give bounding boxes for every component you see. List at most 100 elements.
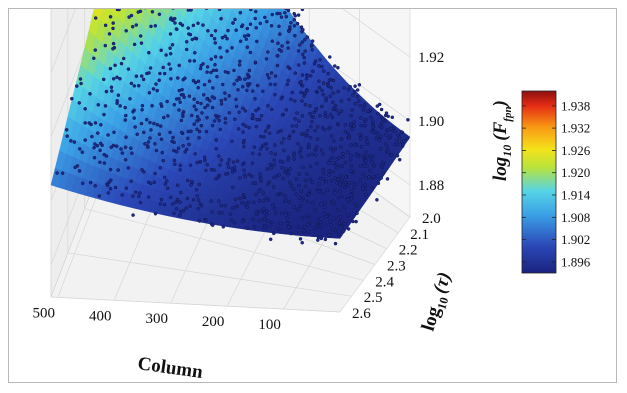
scatter-point [152, 180, 157, 184]
scatter-point [275, 192, 280, 197]
scatter-point [300, 114, 305, 118]
scatter-point [177, 63, 181, 68]
scatter-point [315, 137, 320, 141]
scatter-point [92, 155, 97, 160]
scatter-point [205, 162, 209, 167]
scatter-point [240, 200, 244, 205]
scatter-point [308, 135, 313, 140]
z-axis-label-sub: 10 [500, 145, 514, 157]
scatter-point [336, 216, 341, 221]
scatter-point [132, 84, 137, 88]
scatter-point [243, 202, 248, 206]
scatter-point [184, 147, 189, 152]
scatter-point [389, 126, 393, 131]
scatter-point [199, 101, 203, 106]
scatter-point [270, 12, 275, 17]
scatter-point [266, 125, 270, 130]
scatter-point [97, 194, 102, 198]
scatter-point [89, 122, 93, 127]
scatter-point [155, 123, 160, 127]
scatter-point [252, 225, 257, 229]
scatter-point [152, 121, 156, 126]
scatter-point [154, 148, 159, 153]
scatter-point [379, 107, 384, 112]
scatter-point [300, 99, 304, 103]
scatter-point [283, 11, 287, 15]
scatter-point [298, 237, 303, 241]
scatter-point [217, 9, 222, 12]
scatter-point [218, 127, 223, 132]
scatter-point [196, 79, 201, 84]
scatter-point [305, 128, 310, 133]
scatter-point [317, 79, 321, 83]
scatter-point [162, 115, 166, 120]
scatter-point [241, 130, 245, 134]
scatter-point [326, 84, 331, 89]
scatter-point [340, 184, 345, 189]
colorbar-tick-label: 1.932 [561, 121, 590, 136]
scatter-point [262, 135, 266, 139]
scatter-point [83, 107, 87, 111]
scatter-point [189, 9, 193, 12]
scatter-point [209, 70, 213, 75]
scatter-point [332, 106, 336, 110]
scatter-point [120, 151, 125, 155]
scatter-point [335, 181, 339, 185]
scatter-point [158, 202, 163, 206]
y-tick-label: 2.3 [387, 259, 406, 275]
colorbar-tick-label: 1.914 [561, 188, 591, 203]
scatter-point [335, 121, 340, 126]
scatter-point [131, 213, 135, 217]
scatter-point [327, 173, 331, 177]
scatter-point [251, 116, 255, 120]
scatter-point [318, 217, 323, 221]
scatter-point [305, 35, 310, 39]
scatter-point [113, 185, 118, 190]
scatter-point [188, 32, 193, 37]
scatter-point [304, 77, 309, 81]
colorbar-tick-label: 1.908 [561, 210, 590, 225]
scatter-point [272, 206, 277, 211]
scatter-point [349, 122, 353, 126]
scatter-point [243, 124, 248, 128]
scatter-point [280, 211, 284, 216]
scatter-point [368, 168, 372, 173]
scatter-point [223, 91, 227, 95]
scatter-point [162, 202, 167, 207]
scatter-point [341, 229, 346, 233]
scatter-point [109, 178, 113, 182]
scatter-point [114, 144, 119, 148]
scatter-point [308, 111, 312, 116]
scatter-point [389, 153, 394, 157]
scatter-point [139, 41, 144, 45]
scatter-point [211, 86, 215, 90]
scatter-point [167, 62, 171, 66]
scatter-point [368, 154, 373, 158]
scatter-point [153, 142, 157, 146]
scatter-point [247, 125, 251, 130]
scatter-point [159, 197, 164, 202]
scatter-point [209, 199, 213, 203]
scatter-point [379, 147, 383, 151]
scatter-point [234, 28, 238, 32]
scatter-point [232, 165, 237, 169]
scatter-point [336, 89, 340, 94]
scatter-point [79, 81, 83, 86]
scatter-point [132, 42, 137, 47]
scatter-point [153, 171, 157, 176]
scatter-point [92, 56, 96, 61]
scatter-point [302, 61, 307, 65]
scatter-point [78, 147, 82, 151]
scatter-point [279, 96, 284, 101]
scatter-point [267, 76, 271, 80]
scatter-point [371, 125, 376, 130]
scatter-point [280, 44, 284, 48]
scatter-point [347, 97, 351, 102]
scatter-point [306, 73, 310, 78]
scatter-point [299, 79, 303, 84]
x-tick-labels: 500 400 300 200 100 [33, 305, 281, 333]
y-tick-label: 2.6 [352, 306, 371, 322]
scatter-point [157, 78, 161, 83]
scatter-point [384, 142, 388, 146]
scatter-point [365, 163, 369, 168]
